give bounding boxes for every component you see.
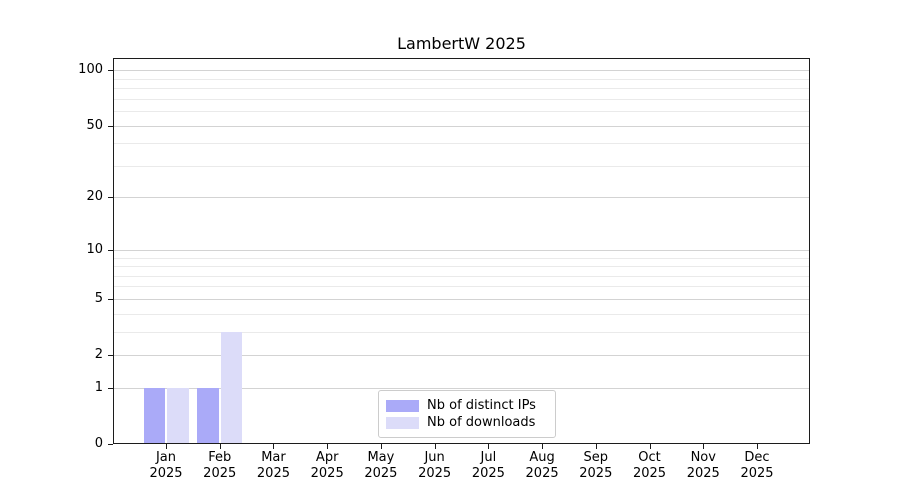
x-tick-label: Mar 2025 — [256, 450, 290, 481]
x-tick-label: Feb 2025 — [203, 450, 237, 481]
x-axis-tick — [166, 444, 167, 449]
x-tick-label: Dec 2025 — [740, 450, 774, 481]
gridline-major — [114, 387, 809, 389]
y-tick-label: 5 — [94, 290, 103, 306]
gridline-minor — [114, 286, 809, 288]
chart-title: LambertW 2025 — [397, 34, 526, 53]
y-axis-tick — [108, 249, 113, 251]
y-axis-tick — [108, 125, 113, 127]
gridline-minor — [114, 88, 809, 90]
y-axis-tick — [108, 355, 113, 357]
gridline-minor — [114, 165, 809, 167]
gridline-minor — [114, 275, 809, 277]
gridline-major — [114, 125, 809, 127]
gridline-minor — [114, 98, 809, 100]
gridline-major — [114, 298, 809, 300]
bar-distinct-ips — [143, 387, 165, 443]
x-axis-tick — [703, 444, 705, 449]
y-tick-label: 2 — [94, 347, 103, 363]
gridline-major — [114, 70, 809, 72]
y-tick-label: 100 — [78, 62, 103, 78]
y-axis-tick — [108, 444, 113, 445]
x-tick-label: Jan 2025 — [149, 450, 183, 481]
y-tick-label: 10 — [86, 241, 103, 257]
x-axis-tick — [595, 444, 597, 449]
y-tick-label: 20 — [86, 189, 103, 205]
legend-label-downloads: Nb of downloads — [427, 414, 536, 430]
x-tick-label: Jun 2025 — [418, 450, 452, 481]
gridline-major — [114, 355, 809, 357]
legend-swatch-distinct-ips — [386, 399, 419, 412]
x-tick-label: Jul 2025 — [471, 450, 505, 481]
y-tick-label: 1 — [94, 379, 103, 395]
y-axis-tick — [108, 197, 113, 199]
x-tick-label: Oct 2025 — [632, 450, 667, 481]
x-axis-tick — [434, 444, 436, 449]
x-axis-tick — [757, 444, 758, 449]
legend: Nb of distinct IPs Nb of downloads — [378, 390, 556, 438]
gridline-minor — [114, 143, 809, 145]
legend-swatch-downloads — [386, 416, 419, 429]
x-axis-tick — [488, 444, 490, 449]
x-tick-label: Nov 2025 — [686, 450, 720, 481]
plot-area — [113, 58, 810, 444]
bar-downloads — [167, 387, 189, 443]
x-axis-tick — [649, 444, 651, 449]
gridline-minor — [114, 111, 809, 113]
x-tick-label: Sep 2025 — [579, 450, 613, 481]
y-tick-label: 0 — [94, 436, 103, 451]
gridline-major — [114, 249, 809, 251]
x-axis-tick — [542, 444, 544, 449]
x-axis-tick — [380, 444, 382, 449]
gridline-minor — [114, 266, 809, 268]
y-axis-tick — [108, 70, 113, 72]
x-tick-label: Apr 2025 — [310, 450, 344, 481]
y-axis-tick — [108, 387, 113, 389]
legend-row-distinct-ips: Nb of distinct IPs — [386, 397, 547, 414]
bar-distinct-ips — [197, 387, 219, 443]
x-axis-tick — [327, 444, 329, 449]
y-axis-tick — [108, 298, 113, 300]
x-tick-label: May 2025 — [364, 450, 398, 481]
gridline-minor — [114, 313, 809, 315]
bar-downloads — [220, 331, 243, 443]
gridline-major — [114, 197, 809, 199]
legend-label-distinct-ips: Nb of distinct IPs — [427, 397, 536, 413]
gridline-minor — [114, 78, 809, 80]
y-tick-label: 50 — [86, 117, 103, 133]
gridline-minor — [114, 257, 809, 259]
gridline-minor — [114, 331, 809, 333]
x-tick-label: Aug 2025 — [525, 450, 559, 481]
x-axis-tick — [273, 444, 275, 449]
legend-row-downloads: Nb of downloads — [386, 414, 547, 431]
x-axis-tick — [219, 444, 221, 449]
